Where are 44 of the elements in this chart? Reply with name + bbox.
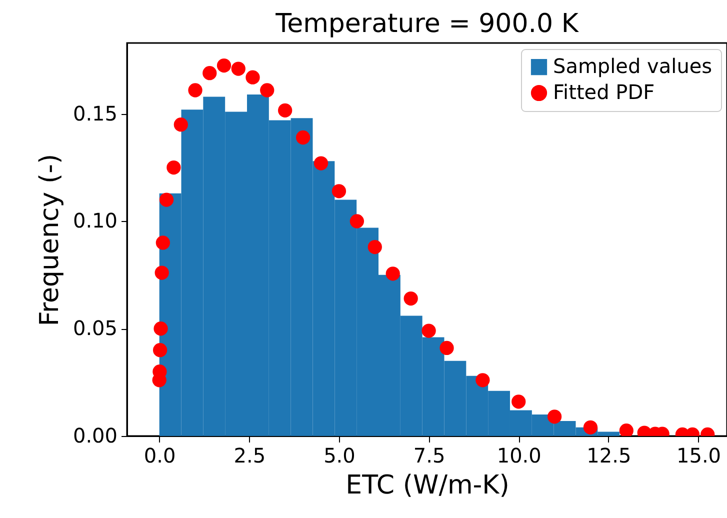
point [404, 292, 418, 306]
point [332, 184, 346, 198]
point [216, 58, 232, 73]
point [260, 83, 274, 98]
point [166, 160, 181, 175]
point [152, 343, 168, 358]
point [296, 130, 310, 145]
point [440, 340, 454, 356]
point [202, 66, 217, 80]
y-tick-label: 0.15 [72, 101, 118, 126]
point [512, 394, 526, 409]
point [386, 266, 400, 281]
point [619, 424, 634, 436]
point [246, 70, 260, 84]
point [231, 62, 246, 76]
legend-label: Sampled values [553, 54, 712, 78]
x-tick-label: 0.0 [144, 444, 176, 468]
point [174, 118, 188, 132]
point [156, 236, 170, 250]
x-tick-label: 12.5 [586, 444, 632, 468]
x-tick-label: 5.0 [324, 444, 356, 468]
y-tick-label: 0.05 [72, 316, 118, 340]
y-axis-title: Frequency (-) [34, 154, 65, 326]
x-tick-label: 7.5 [413, 444, 446, 468]
y-tick-label: 0.00 [72, 424, 118, 448]
x-tick-label: 10.0 [496, 444, 542, 468]
point [350, 214, 364, 228]
point [476, 373, 490, 388]
x-tick-label: 2.5 [234, 444, 266, 468]
chart-title: Temperature = 900.0 K [274, 9, 580, 39]
point [154, 266, 169, 280]
point [314, 156, 328, 170]
y-tick-label: 0.10 [72, 208, 118, 233]
point [583, 420, 598, 434]
x-axis-title: ETC (W/m-K) [346, 470, 510, 500]
x-tick-label: 15.0 [676, 444, 722, 468]
point [368, 240, 382, 254]
point [188, 83, 202, 98]
point [547, 410, 562, 424]
legend-label: Fitted PDF [553, 80, 655, 104]
point [154, 322, 168, 336]
point [422, 324, 436, 338]
point [278, 103, 292, 118]
point [159, 192, 174, 207]
